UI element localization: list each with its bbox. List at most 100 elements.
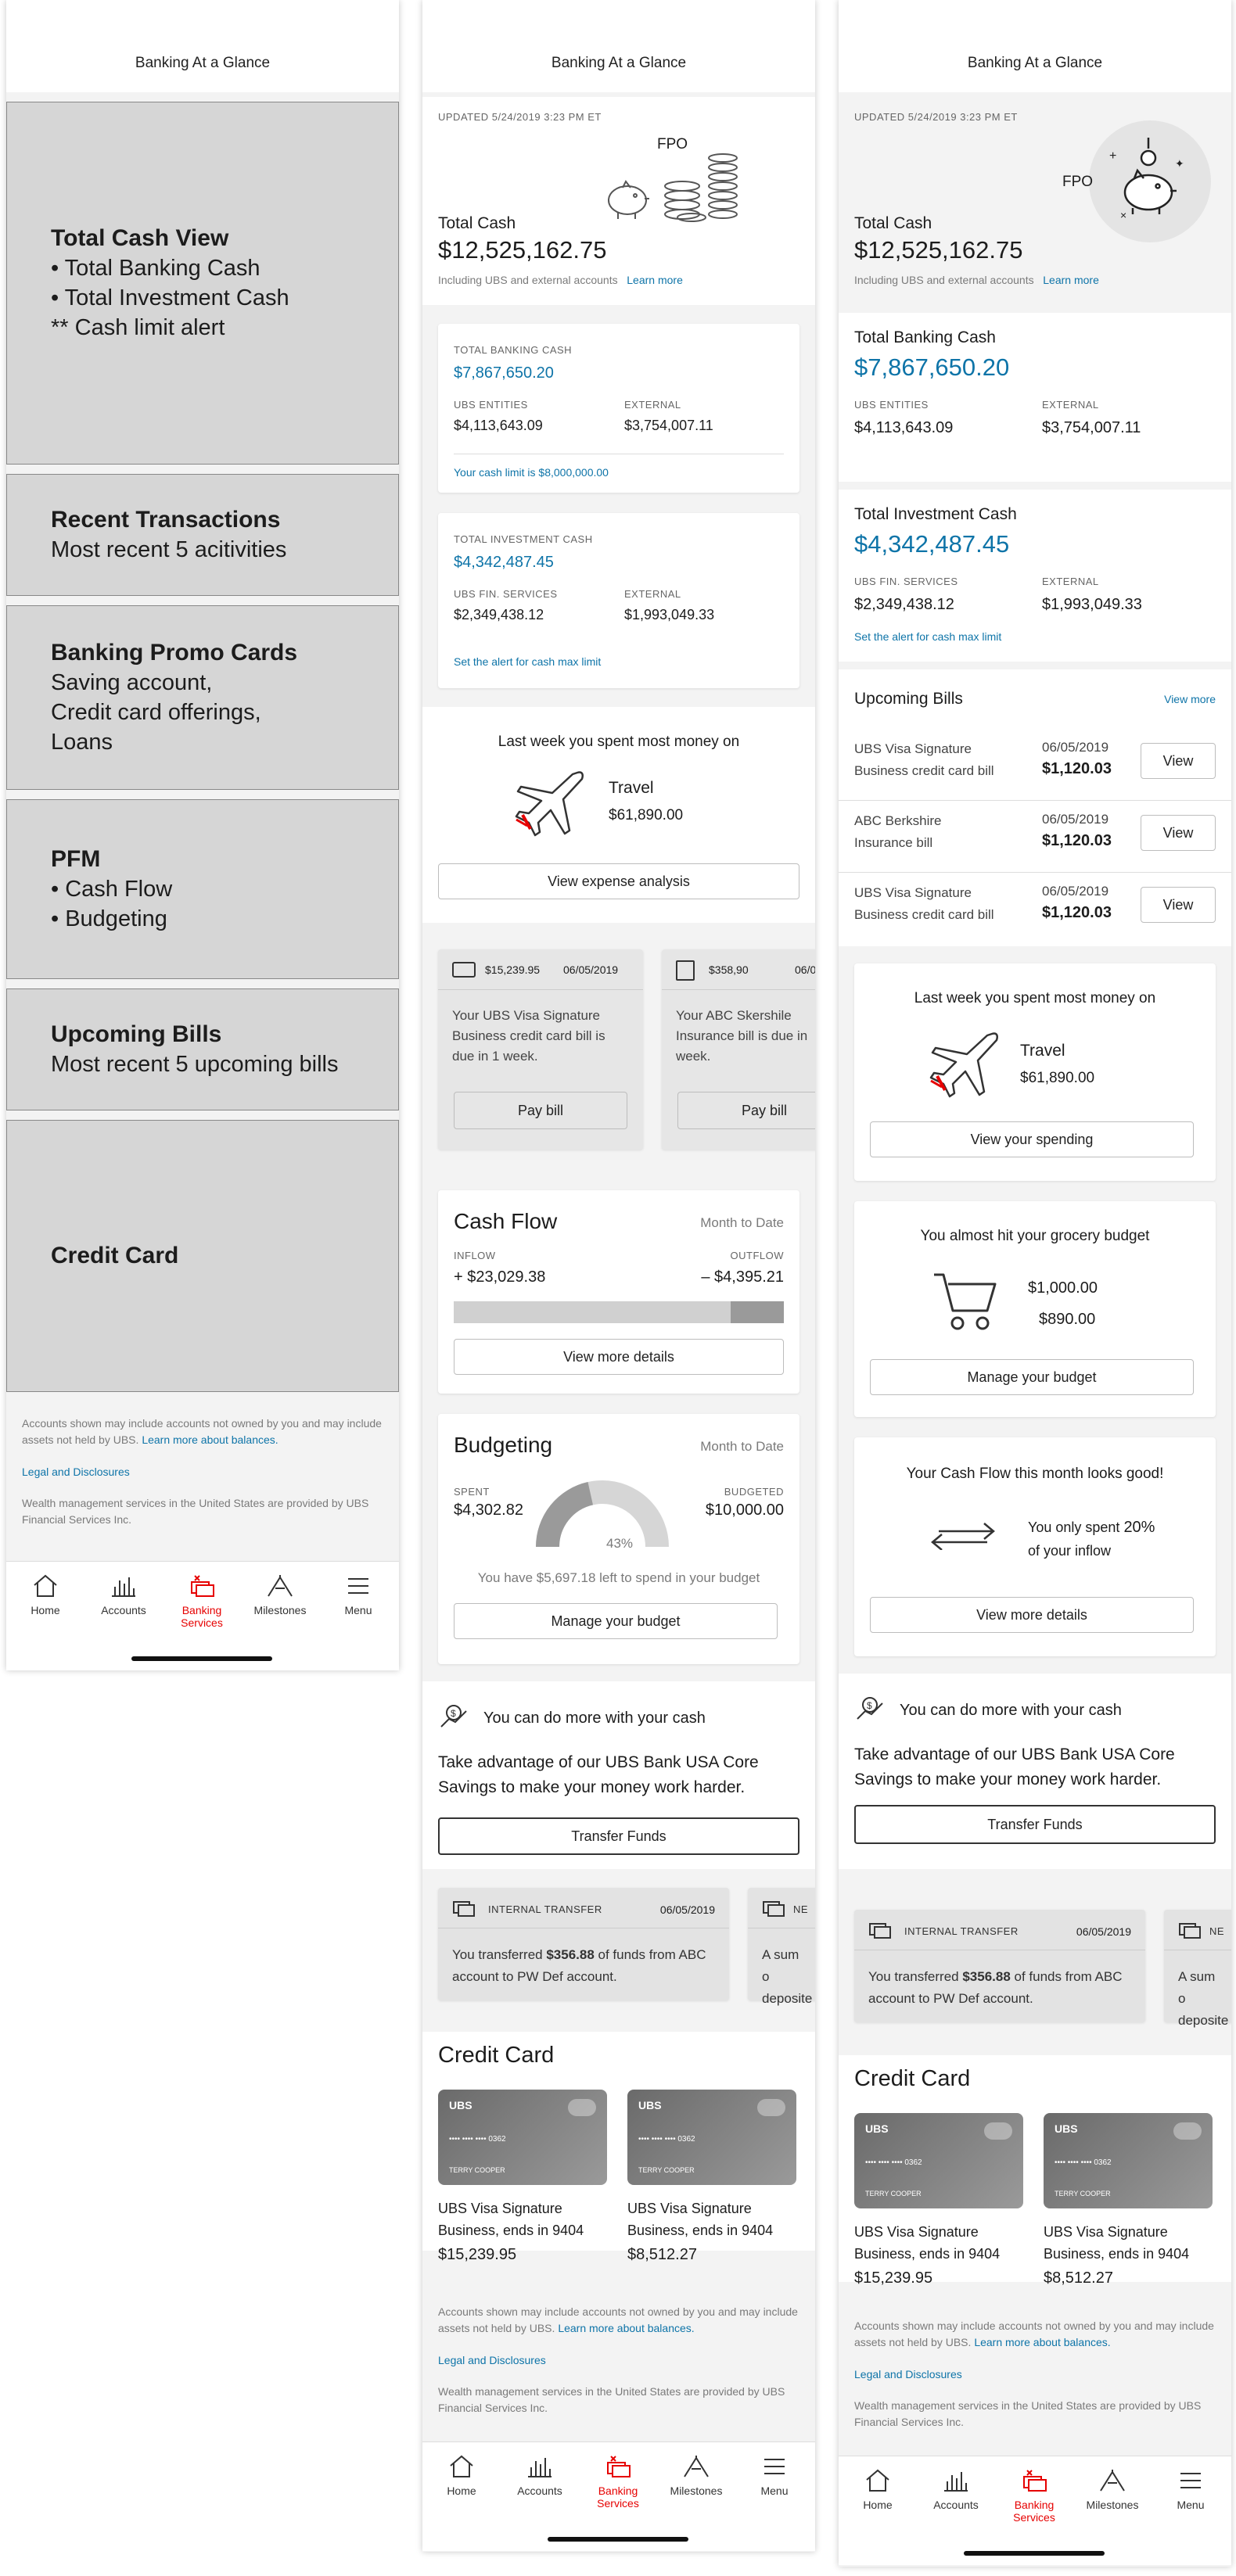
credit-card-image[interactable]: UBS •••• •••• •••• 0362 TERRY COOPER xyxy=(438,2090,607,2185)
milestone-icon xyxy=(241,1574,319,1598)
home-indicator xyxy=(131,1656,272,1661)
nav-home[interactable]: Home xyxy=(839,2469,917,2511)
nav-banking-services[interactable]: Banking Services xyxy=(163,1574,241,1629)
spending-insight: Last week you spent most money on Travel… xyxy=(854,963,1216,1181)
transfer-funds-button[interactable]: Transfer Funds xyxy=(854,1805,1216,1844)
nav-label: Banking Services xyxy=(1013,2499,1055,2524)
view-more-link[interactable]: View more xyxy=(1164,693,1216,705)
nav-label: Home xyxy=(31,1604,60,1616)
transfer-funds-button[interactable]: Transfer Funds xyxy=(438,1817,799,1855)
learn-more-link[interactable]: Learn more xyxy=(627,274,683,286)
promo-text: Take advantage of our UBS Bank USA Core … xyxy=(438,1753,759,1796)
pay-bill-button[interactable]: Pay bill xyxy=(454,1092,627,1129)
ubs-logo: UBS xyxy=(865,2122,889,2135)
legal-link[interactable]: Legal and Disclosures xyxy=(438,2354,546,2366)
manage-budget-button[interactable]: Manage your budget xyxy=(870,1359,1194,1395)
learn-more-balances-link[interactable]: Learn more about balances. xyxy=(558,2322,695,2334)
view-bill-button[interactable]: View xyxy=(1141,815,1216,851)
budget-percent: 43% xyxy=(605,1536,634,1551)
pay-bill-button[interactable]: Pay bill xyxy=(677,1092,815,1129)
credit-card-image[interactable]: UBS •••• •••• •••• 0362 TERRY COOPER xyxy=(627,2090,796,2185)
banking-label: Total Banking Cash xyxy=(854,328,996,346)
wealth-note: Wealth management services in the United… xyxy=(854,2399,1202,2428)
ubs-entities-label: UBS ENTITIES xyxy=(454,399,528,411)
grocery-spent: $890.00 xyxy=(1039,1311,1096,1328)
nav-banking-services[interactable]: Banking Services xyxy=(579,2455,657,2510)
nav-label: Banking Services xyxy=(597,2485,639,2510)
learn-more-balances-link[interactable]: Learn more about balances. xyxy=(974,2336,1111,2348)
bill-title: ABC Berkshire Insurance bill xyxy=(854,810,941,854)
ubs-fin-value: $2,349,438.12 xyxy=(454,607,544,622)
transfer-text-post: of funds from ABC account to PW Def acco… xyxy=(868,1969,1123,2006)
gauge-fill xyxy=(536,1482,594,1548)
upcoming-bills: Upcoming Bills View more UBS Visa Signat… xyxy=(839,669,1231,946)
view-more-details-button[interactable]: View more details xyxy=(870,1597,1194,1633)
nav-home[interactable]: Home xyxy=(6,1574,84,1616)
menu-icon xyxy=(735,2455,814,2478)
transfer-card-header xyxy=(438,1888,729,1928)
nav-accounts[interactable]: Accounts xyxy=(84,1574,163,1616)
legal-link[interactable]: Legal and Disclosures xyxy=(854,2368,962,2380)
transfer-card-header xyxy=(854,1910,1145,1950)
view-expense-analysis-button[interactable]: View expense analysis xyxy=(438,863,799,899)
nav-menu[interactable]: Menu xyxy=(735,2455,814,2497)
footer-disclaimer: Accounts shown may include accounts not … xyxy=(854,2318,1216,2351)
bill-name: ABC Berkshire xyxy=(854,813,942,828)
view-bill-button[interactable]: View xyxy=(1141,887,1216,923)
ubs-logo: UBS xyxy=(1055,2122,1078,2135)
learn-more-link[interactable]: Learn more xyxy=(1043,274,1099,286)
bill-amount: $1,120.03 xyxy=(1042,904,1112,921)
wireframe-block-credit: Credit Card xyxy=(6,1120,399,1392)
including-note: Including UBS and external accounts Lear… xyxy=(854,274,1099,286)
transfer-date: 06/05/2019 xyxy=(659,1903,715,1916)
nav-milestones[interactable]: Milestones xyxy=(657,2455,735,2497)
ubs-fin-value: $2,349,438.12 xyxy=(854,596,954,613)
cash-flow-title: Cash Flow xyxy=(454,1209,558,1233)
nav-home[interactable]: Home xyxy=(422,2455,501,2497)
investment-amount: $4,342,487.45 xyxy=(454,554,554,571)
wireframe-line: Credit card offerings, xyxy=(51,700,261,725)
milestone-icon xyxy=(1073,2469,1152,2492)
ubs-logo: UBS xyxy=(449,2099,472,2111)
cash-alert-link[interactable]: Set the alert for cash max limit xyxy=(454,655,602,668)
nav-milestones[interactable]: Milestones xyxy=(241,1574,319,1616)
transfer-text: A sum o deposite xyxy=(762,1947,813,2006)
bill-date: 06/0 xyxy=(795,963,815,976)
transfer-carousel[interactable]: INTERNAL TRANSFER 06/05/2019 You transfe… xyxy=(839,1888,1231,2044)
transfer-amount: $356.88 xyxy=(962,1969,1011,1984)
nav-accounts[interactable]: Accounts xyxy=(917,2469,995,2511)
wireframe-line: • Total Investment Cash xyxy=(51,285,289,310)
view-spending-button[interactable]: View your spending xyxy=(870,1121,1194,1157)
transfer-carousel[interactable]: INTERNAL TRANSFER 06/05/2019 You transfe… xyxy=(422,1888,815,2013)
transfer-text-pre: You transferred xyxy=(868,1969,963,1984)
cash-limit-link[interactable]: Your cash limit is $8,000,000.00 xyxy=(454,466,609,479)
nav-milestones[interactable]: Milestones xyxy=(1073,2469,1152,2511)
transfer-card: INTERNAL TRANSFER 06/05/2019 You transfe… xyxy=(854,1910,1145,2022)
credit-card-image[interactable]: UBS •••• •••• •••• 0362 TERRY COOPER xyxy=(1044,2113,1213,2208)
nav-banking-services[interactable]: Banking Services xyxy=(995,2469,1073,2524)
bar-chart-icon xyxy=(84,1574,163,1598)
nav-menu[interactable]: Menu xyxy=(1152,2469,1230,2511)
nav-menu[interactable]: Menu xyxy=(319,1574,397,1616)
transfer-card-header xyxy=(1164,1910,1231,1950)
ubs-entities-value: $4,113,643.09 xyxy=(454,418,543,433)
wireframe-block-upcoming: Upcoming Bills Most recent 5 upcoming bi… xyxy=(6,988,399,1110)
manage-budget-button[interactable]: Manage your budget xyxy=(454,1603,778,1639)
learn-more-balances-link[interactable]: Learn more about balances. xyxy=(142,1433,278,1446)
legal-link[interactable]: Legal and Disclosures xyxy=(22,1466,130,1478)
bill-cards-carousel[interactable]: $15,239.95 06/05/2019 Your UBS Visa Sign… xyxy=(422,942,815,1168)
credit-card-image[interactable]: UBS •••• •••• •••• 0362 TERRY COOPER xyxy=(854,2113,1023,2208)
transfer-text-pre: You transferred xyxy=(452,1947,547,1962)
cash-alert-link[interactable]: Set the alert for cash max limit xyxy=(854,630,1002,643)
external-value: $3,754,007.11 xyxy=(1042,419,1141,436)
bottom-nav: Home Accounts Banking Services Milestones Me… xyxy=(422,2441,815,2551)
spending-title: Last week you spent most money on xyxy=(498,734,740,750)
view-more-details-button[interactable]: View more details xyxy=(454,1339,784,1375)
footer-disclaimer: Accounts shown may include accounts not … xyxy=(22,1415,383,1448)
shopping-cart-icon xyxy=(934,1273,997,1330)
transfer-card: NE A sum o deposite xyxy=(748,1888,815,2006)
wireframe-line: • Cash Flow xyxy=(51,877,173,902)
external-value: $3,754,007.11 xyxy=(624,418,713,433)
view-bill-button[interactable]: View xyxy=(1141,743,1216,779)
nav-accounts[interactable]: Accounts xyxy=(501,2455,579,2497)
